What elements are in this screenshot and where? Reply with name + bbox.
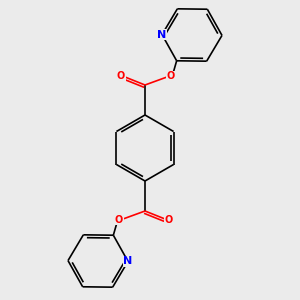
Text: O: O <box>117 71 125 81</box>
Text: N: N <box>158 30 166 40</box>
Text: O: O <box>165 215 173 225</box>
Text: O: O <box>115 215 123 225</box>
Text: O: O <box>167 71 175 81</box>
Text: N: N <box>123 256 133 266</box>
